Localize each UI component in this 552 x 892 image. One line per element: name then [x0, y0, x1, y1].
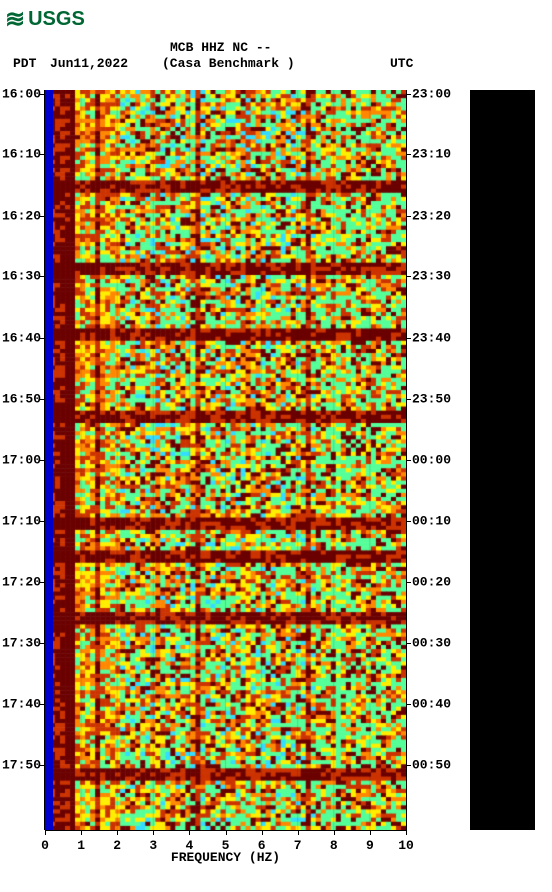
spectrogram-plot [45, 90, 406, 830]
y-right-tick-label: 23:40 [412, 330, 451, 345]
y-left-tick-label: 16:30 [2, 269, 41, 284]
y-left-labels: 16:0016:1016:2016:3016:4016:5017:0017:10… [0, 90, 43, 830]
header-date: Jun11,2022 [50, 56, 128, 71]
y-right-tick-label: 23:10 [412, 147, 451, 162]
y-left-tick-label: 16:50 [2, 391, 41, 406]
y-right-tick-label: 23:00 [412, 86, 451, 101]
y-left-tick-label: 16:10 [2, 147, 41, 162]
y-right-tick-label: 00:00 [412, 453, 451, 468]
timezone-right: UTC [390, 56, 413, 71]
usgs-logo: ≋ USGS [5, 5, 85, 34]
station-code: MCB HHZ NC -- [170, 40, 271, 55]
y-left-tick-label: 17:30 [2, 635, 41, 650]
y-right-labels: 23:0023:1023:2023:3023:4023:5000:0000:10… [408, 90, 458, 830]
logo-wave-icon: ≋ [5, 5, 25, 34]
y-left-tick-label: 16:20 [2, 208, 41, 223]
y-right-tick-label: 23:20 [412, 208, 451, 223]
logo-text: USGS [28, 8, 85, 31]
x-axis-title: FREQUENCY (HZ) [45, 850, 406, 865]
y-left-tick-label: 17:00 [2, 453, 41, 468]
y-left-tick-label: 17:50 [2, 757, 41, 772]
y-right-tick-label: 23:50 [412, 391, 451, 406]
y-left-tick-label: 17:20 [2, 575, 41, 590]
y-right-tick-label: 00:20 [412, 575, 451, 590]
timezone-left: PDT [13, 56, 36, 71]
y-right-tick-label: 00:50 [412, 757, 451, 772]
x-labels: 012345678910 [45, 832, 406, 852]
y-left-tick-label: 17:40 [2, 697, 41, 712]
station-name: (Casa Benchmark ) [162, 56, 295, 71]
colorbar [470, 90, 535, 830]
y-left-tick-label: 17:10 [2, 513, 41, 528]
y-right-tick-label: 00:10 [412, 513, 451, 528]
spectrogram-canvas [45, 90, 406, 830]
y-right-tick-label: 00:30 [412, 635, 451, 650]
y-right-tick-label: 00:40 [412, 697, 451, 712]
y-right-tick-label: 23:30 [412, 269, 451, 284]
y-left-tick-label: 16:40 [2, 330, 41, 345]
y-left-tick-label: 16:00 [2, 86, 41, 101]
blue-bar [45, 90, 53, 830]
